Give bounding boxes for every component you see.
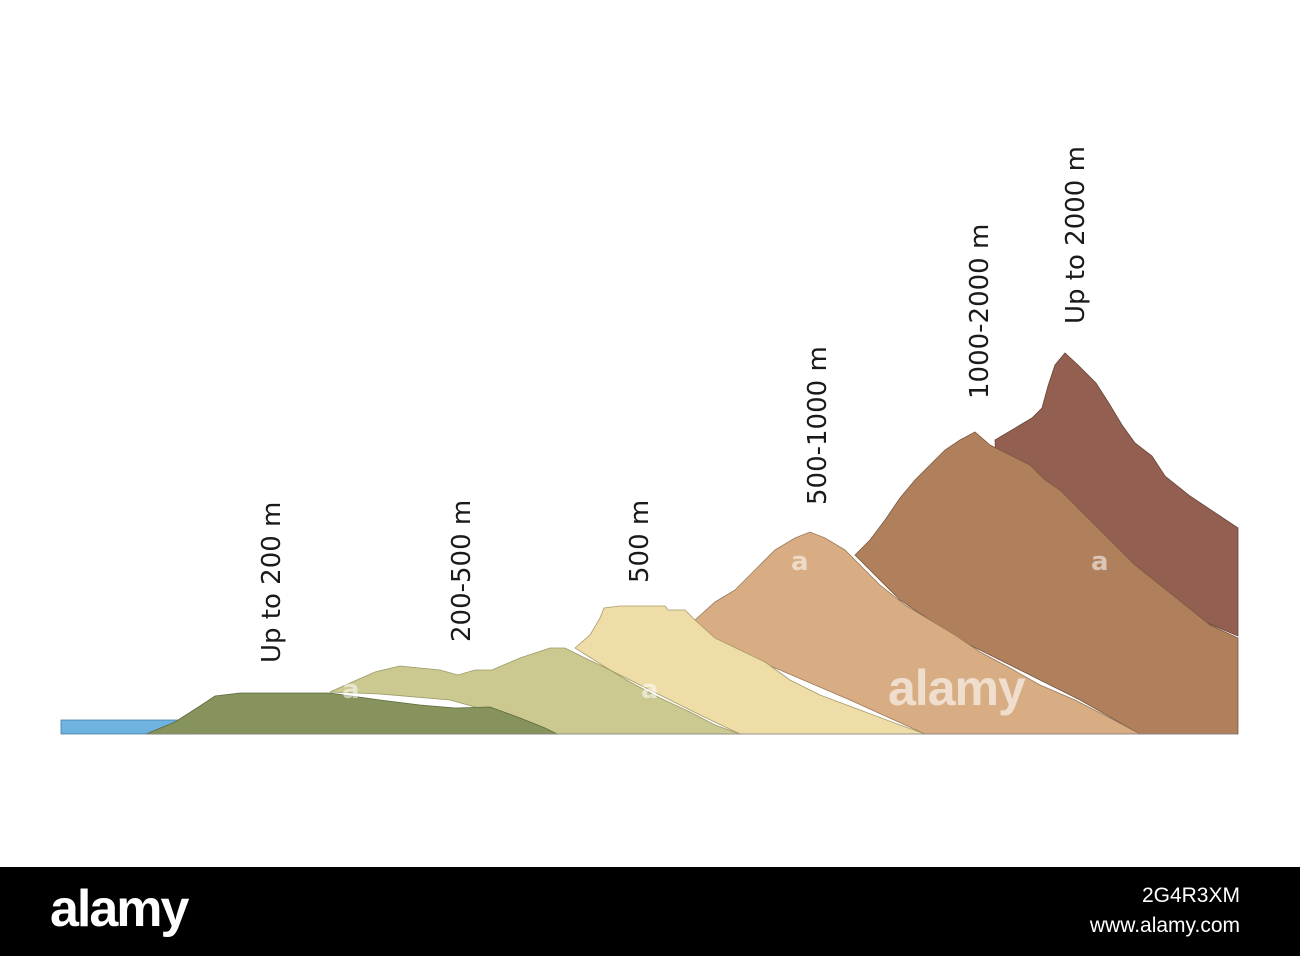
plateau-shape — [574, 605, 926, 735]
image-id: 2G4R3XM — [1141, 884, 1240, 907]
label-plateau: 500 m — [625, 500, 655, 583]
landform-elevation-diagram: Up to 200 m 200-500 m 500 m 500-1000 m 1… — [60, 146, 1239, 735]
watermark-mark: a — [791, 547, 809, 577]
watermark-mark: a — [1091, 547, 1109, 577]
footer-bar: alamy 2G4R3XM www.alamy.com — [0, 867, 1300, 956]
watermark-mark: a — [641, 675, 659, 705]
label-lowland: Up to 200 m — [257, 502, 287, 663]
footer-info: 2G4R3XM www.alamy.com — [1090, 881, 1240, 941]
site-url: www.alamy.com — [1089, 914, 1240, 937]
medium-mountains-shape — [854, 431, 1239, 735]
label-high-mountains: Up to 2000 m — [1061, 146, 1091, 324]
label-hills: 200-500 m — [447, 500, 477, 642]
label-low-mountains: 500-1000 m — [803, 346, 833, 505]
footer-logo: alamy — [50, 880, 189, 938]
watermark-mark: a — [342, 675, 360, 705]
lowland-shape — [145, 692, 558, 735]
label-medium-mountains: 1000-2000 m — [965, 224, 995, 399]
watermark-text: alamy — [888, 660, 1026, 716]
